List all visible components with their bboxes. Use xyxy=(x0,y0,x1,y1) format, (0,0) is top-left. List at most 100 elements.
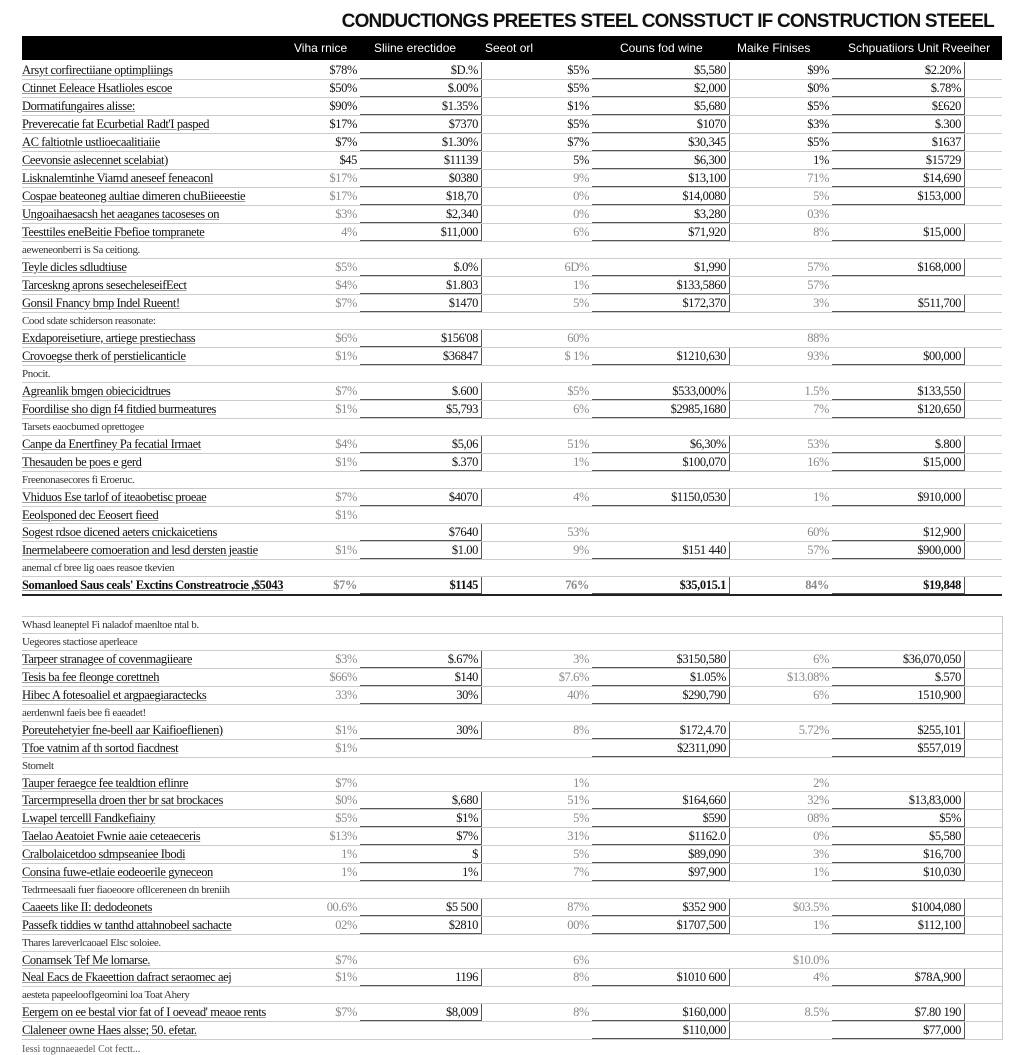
cell-col-6: $.570 xyxy=(832,669,965,686)
section-note: Uegeores stactiose aperleace xyxy=(22,634,1002,651)
table-row: Teesttiles eneBeitie Fbefioe tompranete 4… xyxy=(22,224,1002,242)
cell-col-5: 03% xyxy=(807,207,829,221)
row-label: Inermelabeere comoeration and lesd derst… xyxy=(22,543,258,557)
table-section-3: Whasd leaneptel Fi naladof maenltoe ntal… xyxy=(22,616,1003,1040)
row-label: Preverecatie fat Ecurbetial Radt'I paspe… xyxy=(22,117,210,131)
table-row: Poreutehetyier fne-beell aar Kaifioeflie… xyxy=(22,722,1002,740)
cell-col-4: $590 xyxy=(592,810,730,827)
cell-col-2: $11139 xyxy=(360,152,482,169)
row-label: Thesauden be poes e gerd xyxy=(22,455,142,469)
cell-col-3: 5% xyxy=(573,153,589,167)
cell-col-6: $910,000 xyxy=(832,489,965,506)
cell-col-2: $7640 xyxy=(360,524,482,541)
cell-col-3: 1% xyxy=(573,776,589,790)
cell-col-2: $1145 xyxy=(360,577,482,594)
cell-col-1: $3% xyxy=(335,207,357,221)
cell-col-2: $36847 xyxy=(360,348,482,365)
row-label: Agreanlik bmgen obiecicidtrues xyxy=(22,384,171,398)
cell-col-3: $5% xyxy=(567,117,589,131)
cell-col-5: 57% xyxy=(807,543,829,557)
cell-col-3: 5% xyxy=(573,811,589,825)
row-label: Cralbolaicetdoo sdmpseaniee Ibodi xyxy=(22,847,186,861)
cell-col-1: $1% xyxy=(335,402,357,416)
cell-col-4: $172,4.70 xyxy=(592,722,730,739)
table-body: Arsyt corfirectiiane optimpliings $78% $D.… xyxy=(22,62,1003,1055)
cell-col-2: $.370 xyxy=(360,454,482,471)
cell-col-2 xyxy=(360,740,482,757)
table-row: Vhiduos Ese tarlof of iteaobetisc proeae… xyxy=(22,489,1002,507)
cell-col-1: 1% xyxy=(341,847,357,861)
table-row: Cralbolaicetdoo sdmpseaniee Ibodi 1% $5% $8… xyxy=(22,846,1002,864)
row-spacer xyxy=(965,577,1002,594)
cell-col-6: $7.80 190 xyxy=(832,1004,965,1021)
cell-col-6 xyxy=(832,952,965,968)
table-row: Foordilise sho dign f4 fitdied burmeatur… xyxy=(22,401,1002,419)
cell-col-6 xyxy=(832,775,965,791)
cell-col-5: 1% xyxy=(813,918,829,932)
table-row: Thesauden be poes e gerd $1% $.370 1% $100,0… xyxy=(22,454,1002,472)
row-spacer xyxy=(965,454,1002,471)
cell-col-5: 93% xyxy=(807,349,829,363)
table-row: Sogest rdsoe dicened aeters cnickaicetie… xyxy=(22,524,1002,542)
cell-col-5: 1% xyxy=(813,153,829,167)
cell-col-3: 6% xyxy=(573,953,589,967)
note-text: Thares lareverlcaoael Elsc soloiee. xyxy=(22,937,161,949)
row-label: Lisknalemtinhe Viamd aneseef feneaconl xyxy=(22,171,214,185)
cell-col-3: $5% xyxy=(567,81,589,95)
cell-col-6: $15,000 xyxy=(832,454,965,471)
cell-col-3: 7% xyxy=(573,865,589,879)
row-spacer xyxy=(965,62,1002,79)
section-note: aeweneonberri is Sa ceitiong. xyxy=(22,242,1002,259)
cell-col-1: $5% xyxy=(335,260,357,274)
row-label: Eergem on ee bestal vior fat of I oevead… xyxy=(22,1005,266,1019)
row-spacer xyxy=(965,792,1002,809)
cell-col-5: 1.5% xyxy=(804,384,830,398)
cell-col-4: $352 900 xyxy=(592,899,730,916)
cell-col-5 xyxy=(730,1022,832,1039)
cell-col-3 xyxy=(482,740,592,757)
cell-col-1: $45 xyxy=(339,153,357,167)
row-spacer xyxy=(965,188,1002,205)
cell-col-5: 08% xyxy=(807,811,829,825)
cell-col-2: $2810 xyxy=(360,917,482,934)
row-label: Tarpeer stranagee of covenmagiieare xyxy=(22,652,193,666)
cell-col-6: $36,070,050 xyxy=(832,651,965,668)
cell-col-6 xyxy=(832,330,965,347)
cell-col-5: 8.5% xyxy=(804,1005,830,1019)
cell-col-4: $6,30% xyxy=(592,436,730,453)
cell-col-3: 8% xyxy=(573,970,589,984)
row-spacer xyxy=(965,98,1002,115)
cell-col-5: 71% xyxy=(807,171,829,185)
note-text: Stornelt xyxy=(22,760,54,772)
cell-col-5: 5.72% xyxy=(798,723,830,737)
cell-col-3: 8% xyxy=(573,1005,589,1019)
row-spacer xyxy=(965,383,1002,400)
cell-col-2: $1.803 xyxy=(360,277,482,294)
table-section-1: Arsyt corfirectiiane optimpliings $78% $D.… xyxy=(22,62,1002,259)
cell-col-6: $153,000 xyxy=(832,188,965,205)
cell-col-5: 6% xyxy=(813,688,829,702)
cell-col-6: $5,580 xyxy=(832,828,965,845)
cell-col-3: 9% xyxy=(573,171,589,185)
note-text: Tedrmeesaali fuer fiaoeoore ofllcereneen… xyxy=(22,884,230,896)
cell-col-1: $17% xyxy=(329,117,357,131)
cell-col-6: $12,900 xyxy=(832,524,965,541)
cell-col-4: $14,0080 xyxy=(592,188,730,205)
cell-col-5: 0% xyxy=(813,829,829,843)
cell-col-4: $1010 600 xyxy=(592,969,730,986)
row-label: Somanloed Saus ceals' Exctins Constreatr… xyxy=(22,578,284,592)
cell-col-5: $10.0% xyxy=(792,953,830,967)
cell-col-1 xyxy=(314,1022,360,1039)
cell-col-5: 16% xyxy=(807,455,829,469)
cell-col-6 xyxy=(832,507,965,523)
row-spacer xyxy=(965,116,1002,133)
cell-col-4: $35,015.1 xyxy=(592,577,730,594)
row-spacer xyxy=(965,669,1002,686)
row-spacer xyxy=(965,295,1002,312)
section-note: aesteta papeeloofIgeomini loa Toat Ahery xyxy=(22,987,1002,1004)
row-spacer xyxy=(965,846,1002,863)
row-spacer xyxy=(965,277,1002,294)
table-row: Tarpeer stranagee of covenmagiieare $3% $.… xyxy=(22,651,1002,669)
table-row: Lwapel tercelll Fandkefiainy $5% $1% 5% $590… xyxy=(22,810,1002,828)
row-label: Tarcermpresella droen ther br sat brocka… xyxy=(22,793,223,807)
